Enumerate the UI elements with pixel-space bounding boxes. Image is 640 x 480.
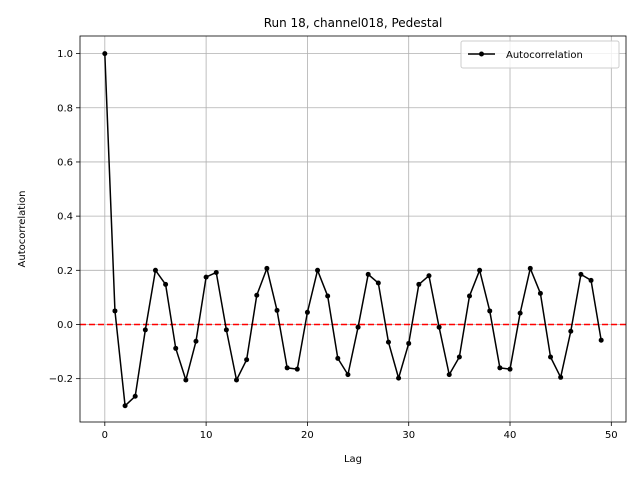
data-point	[203, 274, 209, 280]
data-point	[264, 265, 270, 271]
data-point	[223, 327, 229, 333]
y-tick-label: 0.0	[57, 320, 73, 331]
x-axis-ticks: 0 10 20 30 40 50	[102, 422, 618, 441]
data-point	[548, 354, 554, 360]
data-point	[568, 328, 574, 334]
x-tick-label: 20	[301, 430, 314, 441]
plot-frame	[79, 35, 627, 423]
data-point	[122, 403, 128, 409]
legend-label: Autocorrelation	[506, 50, 583, 61]
data-point	[152, 267, 158, 273]
data-point	[507, 366, 513, 372]
data-point	[578, 271, 584, 277]
data-point	[294, 366, 300, 372]
data-point	[183, 377, 189, 383]
x-tick-label: 50	[605, 430, 618, 441]
y-tick-label: 0.6	[57, 157, 73, 168]
legend: Autocorrelation	[460, 40, 620, 69]
data-point	[102, 51, 108, 57]
y-axis-ticks: −0.2 0.0 0.2 0.4 0.6 0.8 1.0	[49, 49, 80, 385]
y-tick-label: 1.0	[57, 49, 73, 60]
data-point	[315, 267, 321, 273]
data-point	[274, 307, 280, 313]
data-point	[517, 310, 523, 316]
x-tick-label: 40	[504, 430, 517, 441]
data-point	[477, 267, 483, 273]
y-tick-label: −0.2	[49, 374, 73, 385]
data-point	[163, 281, 169, 287]
x-axis-label: Lag	[344, 454, 362, 465]
data-point	[456, 354, 462, 360]
data-point	[527, 265, 533, 271]
data-point	[497, 365, 503, 371]
data-point	[598, 337, 604, 343]
data-point	[406, 340, 412, 346]
data-point	[385, 339, 391, 345]
data-point	[335, 355, 341, 361]
y-tick-label: 0.8	[57, 103, 73, 114]
data-point	[173, 345, 179, 351]
x-tick-label: 30	[402, 430, 415, 441]
data-point	[132, 393, 138, 399]
data-point	[355, 324, 361, 330]
data-point	[446, 372, 452, 378]
data-point	[325, 293, 331, 299]
data-point	[466, 293, 472, 299]
y-tick-label: 0.2	[57, 266, 73, 277]
data-point	[375, 280, 381, 286]
data-point	[416, 281, 422, 287]
data-point	[244, 357, 250, 363]
data-point	[112, 308, 118, 314]
legend-marker-swatch	[479, 51, 484, 57]
data-point	[537, 290, 543, 296]
data-point	[396, 375, 402, 381]
y-axis-label: Autocorrelation	[17, 191, 28, 268]
data-point	[142, 327, 148, 333]
data-point	[234, 377, 240, 383]
data-point	[213, 269, 219, 275]
data-point	[487, 308, 493, 314]
series-autocorrelation	[102, 51, 604, 409]
data-point	[588, 277, 594, 283]
data-point	[558, 374, 564, 380]
chart-title: Run 18, channel018, Pedestal	[264, 16, 443, 30]
data-point	[345, 372, 351, 378]
x-tick-label: 0	[102, 430, 108, 441]
data-point	[284, 365, 290, 371]
series-line	[104, 53, 602, 407]
data-point	[193, 338, 199, 344]
data-point	[304, 309, 310, 315]
x-tick-label: 10	[200, 430, 213, 441]
y-tick-label: 0.4	[57, 212, 73, 223]
plot-area	[80, 36, 626, 422]
data-point	[436, 324, 442, 330]
data-point	[426, 273, 432, 279]
data-point	[365, 271, 371, 277]
data-point	[254, 292, 260, 298]
legend-box	[460, 40, 620, 69]
